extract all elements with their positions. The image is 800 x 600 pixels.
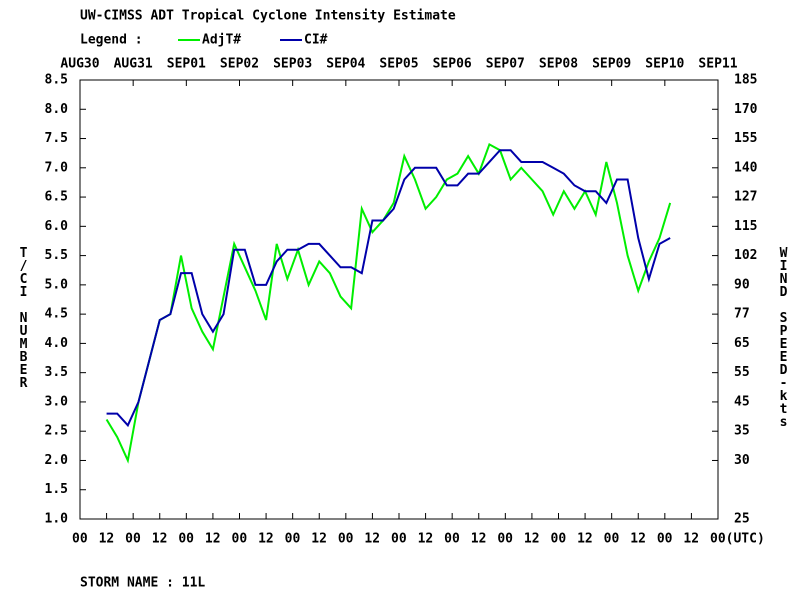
x-tick-label: 12 bbox=[577, 532, 593, 547]
y-tick-label: 1.0 bbox=[45, 512, 69, 527]
x-tick-label: 12 bbox=[418, 532, 434, 547]
x-tick-label: 12 bbox=[311, 532, 327, 547]
date-tick-label: SEP07 bbox=[486, 57, 525, 72]
y-tick-label: 5.5 bbox=[45, 248, 68, 263]
legend-label: Legend : bbox=[80, 33, 143, 48]
x-tick-label: 12 bbox=[258, 532, 274, 547]
y2-tick-label: 170 bbox=[734, 102, 758, 117]
x-tick-label: 12 bbox=[152, 532, 168, 547]
x-tick-label: 12 bbox=[524, 532, 540, 547]
date-tick-label: SEP03 bbox=[273, 57, 312, 72]
y2-tick-label: 65 bbox=[734, 336, 750, 351]
y2-tick-label: 185 bbox=[734, 73, 757, 88]
x-tick-label: 00 bbox=[551, 532, 567, 547]
y2-tick-label: 77 bbox=[734, 307, 750, 322]
y-tick-label: 6.5 bbox=[45, 190, 68, 205]
x-tick-label: 00 bbox=[444, 532, 460, 547]
y2-tick-label: 45 bbox=[734, 394, 750, 409]
date-tick-label: SEP10 bbox=[645, 57, 684, 72]
y-tick-label: 2.0 bbox=[45, 453, 69, 468]
y2-tick-label: 140 bbox=[734, 160, 758, 175]
y2-tick-label: 90 bbox=[734, 277, 750, 292]
y-tick-label: 4.5 bbox=[45, 307, 68, 322]
y2-tick-label: 30 bbox=[734, 453, 750, 468]
legend-entry: CI# bbox=[304, 33, 328, 48]
x-tick-label: 12 bbox=[683, 532, 699, 547]
date-tick-label: SEP02 bbox=[220, 57, 259, 72]
date-tick-label: SEP08 bbox=[539, 57, 578, 72]
x-tick-label: 00 bbox=[657, 532, 673, 547]
y-tick-label: 3.5 bbox=[45, 365, 68, 380]
y-tick-label: 5.0 bbox=[45, 277, 69, 292]
date-tick-label: SEP05 bbox=[379, 57, 418, 72]
date-tick-label: AUG30 bbox=[60, 57, 99, 72]
x-tick-label: 00 bbox=[604, 532, 620, 547]
y-tick-label: 4.0 bbox=[45, 336, 69, 351]
y-tick-label: 7.5 bbox=[45, 131, 68, 146]
date-tick-label: SEP01 bbox=[167, 57, 206, 72]
y-tick-label: 8.5 bbox=[45, 73, 68, 88]
x-tick-label: 00 bbox=[497, 532, 513, 547]
y2-tick-label: 115 bbox=[734, 219, 757, 234]
footer: STORM NAME : 11L bbox=[80, 576, 205, 591]
y-tick-label: 8.0 bbox=[45, 102, 69, 117]
y-tick-label: 2.5 bbox=[45, 424, 68, 439]
y2-tick-label: 55 bbox=[734, 365, 750, 380]
x-tick-label: 12 bbox=[630, 532, 646, 547]
x-tick-label: 00 bbox=[178, 532, 194, 547]
y2-tick-label: 25 bbox=[734, 512, 750, 527]
y2-tick-label: 155 bbox=[734, 131, 757, 146]
y-tick-label: 6.0 bbox=[45, 219, 69, 234]
y2-axis-label: WIND SPEED-kts bbox=[776, 246, 791, 428]
x-tick-label: 00 bbox=[391, 532, 407, 547]
x-tick-label: 12 bbox=[471, 532, 487, 547]
chart-title: UW-CIMSS ADT Tropical Cyclone Intensity … bbox=[80, 9, 456, 24]
date-tick-label: SEP09 bbox=[592, 57, 631, 72]
x-tick-label: 12 bbox=[205, 532, 221, 547]
y-tick-label: 7.0 bbox=[45, 160, 69, 175]
plot-frame bbox=[79, 79, 719, 520]
x-tick-label: 00 bbox=[125, 532, 141, 547]
y2-tick-label: 102 bbox=[734, 248, 757, 263]
y-tick-label: 1.5 bbox=[45, 482, 68, 497]
x-tick-label: 00 bbox=[72, 532, 88, 547]
y2-tick-label: 127 bbox=[734, 190, 757, 205]
date-tick-label: SEP06 bbox=[433, 57, 472, 72]
x-tick-label: 12 bbox=[364, 532, 380, 547]
x-tick-label: 12 bbox=[99, 532, 115, 547]
y2-tick-label: 35 bbox=[734, 424, 750, 439]
y-tick-label: 3.0 bbox=[45, 394, 69, 409]
date-tick-label: SEP11 bbox=[698, 57, 737, 72]
series-line bbox=[105, 142, 672, 464]
x-tick-label: 00 bbox=[338, 532, 354, 547]
date-tick-label: AUG31 bbox=[114, 57, 153, 72]
legend-entry: AdjT# bbox=[202, 33, 241, 48]
series-line bbox=[106, 149, 671, 428]
date-tick-label: SEP04 bbox=[326, 57, 365, 72]
x-tick-label: 00(UTC) bbox=[710, 532, 765, 547]
y-axis-label: T/CI NUMBER bbox=[16, 246, 31, 389]
x-tick-label: 00 bbox=[285, 532, 301, 547]
x-tick-label: 00 bbox=[232, 532, 248, 547]
